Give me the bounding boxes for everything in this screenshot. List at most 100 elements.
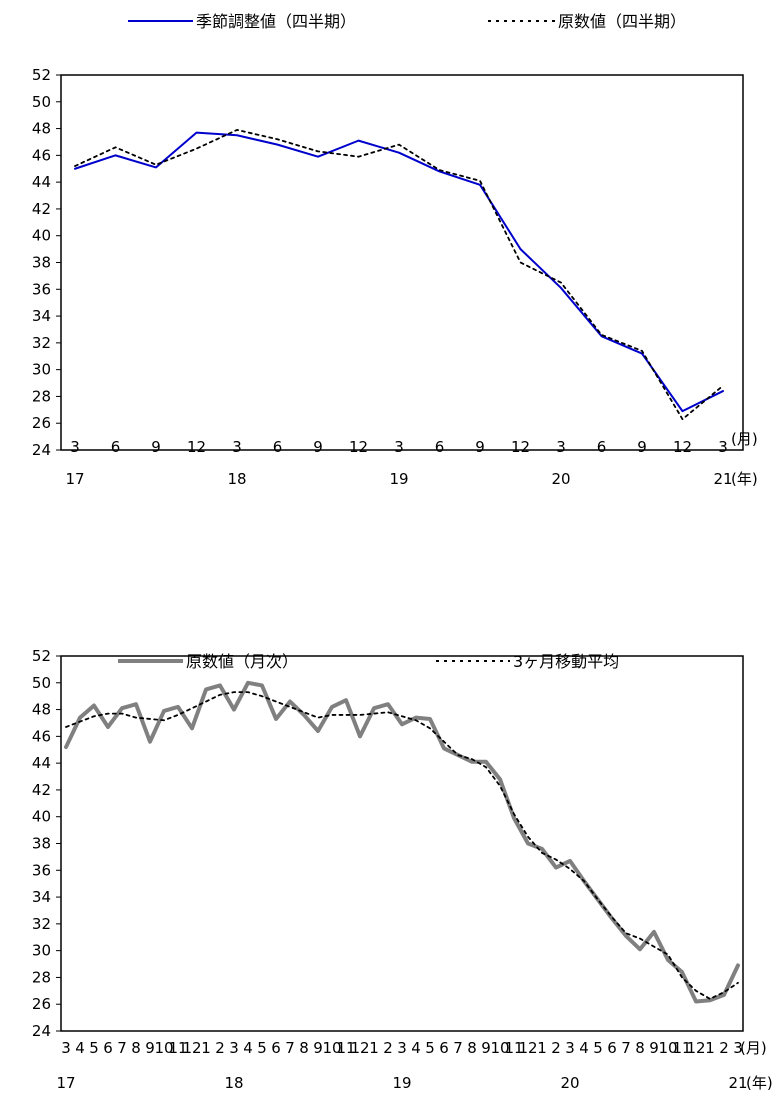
monthly-chart: 原数値（月次） 3ヶ月移動平均 242628303234363840424446… <box>32 647 773 1092</box>
x-tick-label: 8 <box>299 1039 309 1057</box>
y-tick-label: 26 <box>32 995 51 1013</box>
x-tick-label: 11 <box>168 1039 187 1057</box>
series-line-1 <box>74 129 724 421</box>
x-tick-label: 8 <box>467 1039 477 1057</box>
x-tick-label: 12 <box>187 438 206 456</box>
x-tick-label: 3 <box>556 438 566 456</box>
x-year-label: 18 <box>224 1074 243 1092</box>
y-tick-label: 48 <box>32 120 51 138</box>
x-tick-label: 6 <box>111 438 121 456</box>
x-tick-label: 12 <box>673 438 692 456</box>
x-month-unit: (月) <box>740 1039 767 1057</box>
y-tick-label: 42 <box>32 781 51 799</box>
y-tick-label: 52 <box>32 66 51 84</box>
x-tick-label: 3 <box>394 438 404 456</box>
series-line-0 <box>74 131 724 413</box>
y-axis: 24 26 28 30 32 34 36 38 40 42 44 46 48 50 52 <box>32 647 61 1040</box>
x-tick-label: 2 <box>551 1039 561 1057</box>
x-tick-label: 11 <box>504 1039 523 1057</box>
y-tick-label: 28 <box>32 968 51 986</box>
x-year-unit: (年) <box>731 470 758 488</box>
x-tick-label: 12 <box>350 1039 369 1057</box>
x-tick-label: 10 <box>154 1039 173 1057</box>
y-tick-label: 38 <box>32 835 51 853</box>
series-line-0 <box>64 680 740 1004</box>
x-month-unit: (月) <box>731 430 758 448</box>
x-tick-label: 9 <box>475 438 485 456</box>
x-tick-label: 1 <box>705 1039 715 1057</box>
y-tick-label: 38 <box>32 254 51 272</box>
y-tick-label: 40 <box>32 227 51 245</box>
x-year-label: 20 <box>551 470 570 488</box>
x-tick-label: 6 <box>435 438 445 456</box>
x-tick-label: 12 <box>182 1039 201 1057</box>
x-tick-label: 3 <box>397 1039 407 1057</box>
x-year-label: 21 <box>728 1074 747 1092</box>
x-tick-label: 1 <box>369 1039 379 1057</box>
x-tick-label: 6 <box>103 1039 113 1057</box>
x-year-label: 20 <box>560 1074 579 1092</box>
y-tick-label: 46 <box>32 727 51 745</box>
x-tick-label: 6 <box>439 1039 449 1057</box>
x-tick-label: 4 <box>75 1039 85 1057</box>
x-tick-label: 8 <box>131 1039 141 1057</box>
y-tick-label: 42 <box>32 200 51 218</box>
y-tick-label: 30 <box>32 942 51 960</box>
x-year-label: 19 <box>389 470 408 488</box>
legend-label-raw-monthly: 原数値（月次） <box>186 652 298 671</box>
y-tick-label: 50 <box>32 674 51 692</box>
legend-label-moving-average: 3ヶ月移動平均 <box>513 652 619 671</box>
x-tick-label: 11 <box>672 1039 691 1057</box>
x-year-label: 17 <box>65 470 84 488</box>
x-tick-label: 7 <box>453 1039 463 1057</box>
x-tick-label: 6 <box>597 438 607 456</box>
x-axis: 3 6 9 12 3 6 9 12 3 6 9 12 3 6 9 12 3 17 18 19 20 21 <box>65 438 732 488</box>
y-tick-label: 48 <box>32 701 51 719</box>
x-tick-label: 5 <box>257 1039 267 1057</box>
x-tick-label: 5 <box>425 1039 435 1057</box>
y-tick-label: 32 <box>32 334 51 352</box>
x-tick-label: 9 <box>313 438 323 456</box>
x-tick-label: 7 <box>117 1039 127 1057</box>
y-tick-label: 28 <box>32 387 51 405</box>
series-line-1 <box>65 691 739 1000</box>
y-tick-label: 32 <box>32 915 51 933</box>
y-tick-label: 24 <box>32 441 51 459</box>
x-tick-label: 1 <box>201 1039 211 1057</box>
y-tick-label: 34 <box>32 888 51 906</box>
x-tick-label: 3 <box>229 1039 239 1057</box>
x-tick-label: 3 <box>61 1039 71 1057</box>
y-tick-label: 36 <box>32 861 51 879</box>
x-tick-label: 8 <box>635 1039 645 1057</box>
plot-area-frame <box>60 74 744 451</box>
y-tick-label: 34 <box>32 307 51 325</box>
x-tick-label: 3 <box>232 438 242 456</box>
x-tick-label: 9 <box>151 438 161 456</box>
y-tick-label: 44 <box>32 754 51 772</box>
x-year-unit: (年) <box>746 1074 773 1092</box>
x-tick-label: 12 <box>511 438 530 456</box>
y-tick-label: 44 <box>32 173 51 191</box>
x-tick-label: 11 <box>336 1039 355 1057</box>
x-tick-label: 9 <box>637 438 647 456</box>
x-tick-label: 4 <box>411 1039 421 1057</box>
legend-label-seasonally-adjusted: 季節調整値（四半期） <box>196 12 356 31</box>
y-tick-label: 50 <box>32 93 51 111</box>
x-tick-label: 6 <box>273 438 283 456</box>
x-year-label: 18 <box>227 470 246 488</box>
x-tick-label: 12 <box>349 438 368 456</box>
series-lines <box>74 129 724 421</box>
x-tick-label: 3 <box>733 1039 743 1057</box>
x-year-label: 17 <box>56 1074 75 1092</box>
x-tick-label: 2 <box>215 1039 225 1057</box>
x-tick-label: 12 <box>518 1039 537 1057</box>
quarterly-chart: 季節調整値（四半期） 原数値（四半期） 24262830323436384042… <box>32 12 758 488</box>
x-tick-label: 4 <box>579 1039 589 1057</box>
y-tick-label: 30 <box>32 361 51 379</box>
y-tick-label: 24 <box>32 1022 51 1040</box>
x-tick-label: 2 <box>719 1039 729 1057</box>
y-tick-label: 46 <box>32 146 51 164</box>
x-tick-label: 1 <box>537 1039 547 1057</box>
